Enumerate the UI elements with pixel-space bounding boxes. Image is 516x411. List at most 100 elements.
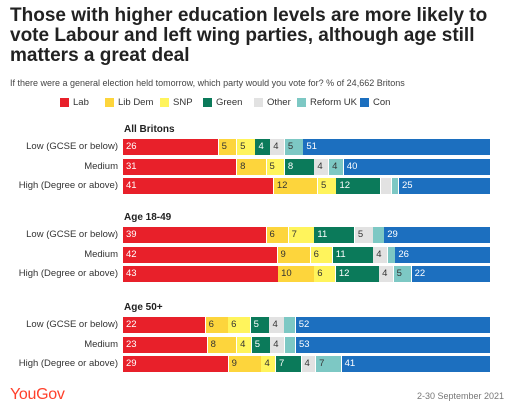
bar-segment: 6 — [310, 246, 333, 263]
row-label: Medium — [84, 248, 118, 260]
data-label: 4 — [332, 160, 338, 172]
chart-title: Those with higher education levels are m… — [10, 5, 488, 66]
bar-segment: 4 — [269, 317, 284, 333]
bar-segment: 5 — [237, 139, 255, 155]
data-label: 8 — [287, 160, 294, 172]
bar-segment: 12 — [273, 178, 318, 194]
bar-segment: 4 — [270, 336, 285, 353]
bar-segment: 29 — [123, 356, 229, 372]
bar-segment: 4 — [379, 266, 393, 282]
bar-segment: 4 — [314, 158, 329, 175]
row-label: Low (GCSE or below) — [26, 141, 118, 152]
data-label: 41 — [344, 358, 356, 369]
legend-swatch — [60, 98, 69, 107]
data-label: 42 — [126, 248, 137, 260]
row-label: High (Degree or above) — [18, 268, 118, 279]
bar-segment — [380, 178, 392, 194]
data-label: 5 — [287, 141, 294, 152]
bar-segment: 4 — [373, 246, 388, 263]
legend-swatch — [160, 98, 169, 107]
data-label: 7 — [319, 358, 325, 369]
data-label: 26 — [398, 248, 409, 260]
row-label: High (Degree or above) — [18, 180, 118, 191]
bar-segment: 26 — [123, 139, 219, 155]
bar-segment: 40 — [343, 158, 491, 175]
bar-segment: 9 — [277, 246, 311, 263]
legend-swatch — [203, 98, 212, 107]
data-label: 6 — [317, 268, 323, 279]
data-label: 6 — [313, 248, 319, 260]
bar-segment: 7 — [288, 227, 314, 243]
data-label: 25 — [402, 180, 413, 191]
bar-segment: 10 — [278, 266, 314, 282]
data-label: 5 — [269, 160, 275, 172]
data-label: 11 — [317, 229, 328, 240]
bar-segment: 12 — [335, 266, 379, 282]
data-label: 5 — [240, 141, 246, 152]
data-label: 5 — [253, 319, 259, 330]
yougov-logo: YouGov — [10, 386, 65, 403]
legend-label: Reform UK — [310, 97, 357, 108]
data-label: 5 — [221, 141, 227, 152]
bar-segment: 6 — [314, 266, 336, 282]
bar-segment: 5 — [284, 139, 303, 155]
bar-segment: 4 — [237, 336, 252, 353]
data-label: 4 — [317, 160, 323, 172]
bar-segment: 8 — [284, 158, 314, 175]
row-label: High (Degree or above) — [18, 358, 118, 369]
data-label: 29 — [387, 229, 398, 240]
bar-segment: 9 — [228, 356, 261, 372]
bar-segment: 6 — [228, 317, 251, 333]
data-label: 6 — [231, 319, 237, 330]
chart-subtitle: If there were a general election held to… — [10, 78, 405, 88]
data-label: 31 — [126, 160, 137, 172]
data-label: 29 — [126, 358, 137, 369]
data-label: 9 — [280, 248, 286, 260]
data-label: 53 — [298, 338, 310, 350]
bar-segment — [373, 227, 384, 243]
bar-segment — [284, 336, 296, 353]
bar-segment: 26 — [395, 246, 491, 263]
group-title: Age 18-49 — [124, 212, 172, 223]
bar-segment: 5 — [218, 139, 237, 155]
data-label: 7 — [279, 358, 285, 369]
data-label: 43 — [126, 268, 137, 279]
bar-segment: 7 — [276, 356, 301, 372]
data-label: 8 — [240, 160, 246, 172]
bar-segment: 5 — [393, 266, 412, 282]
data-label: 9 — [231, 358, 237, 369]
bar-segment: 5 — [318, 178, 336, 194]
data-label: 4 — [264, 358, 270, 369]
data-label: 4 — [382, 268, 388, 279]
bar-segment — [387, 246, 395, 263]
bar-segment: 11 — [332, 246, 373, 263]
bar-segment: 7 — [316, 356, 341, 372]
bar-segment: 41 — [341, 356, 491, 372]
legend-label: Lab — [73, 97, 89, 108]
data-label: 22 — [126, 319, 137, 330]
data-label: 5 — [254, 338, 261, 350]
bar-segment: 11 — [314, 227, 355, 243]
row-label: Low (GCSE or below) — [26, 319, 118, 330]
bar-segment: 25 — [399, 178, 491, 194]
data-label: 6 — [208, 319, 214, 330]
bar-segment: 6 — [266, 227, 288, 243]
bar-segment: 51 — [303, 139, 491, 155]
data-label: 40 — [346, 160, 358, 172]
bar-segment: 5 — [266, 158, 285, 175]
data-label: 8 — [210, 338, 216, 350]
bar-segment: 31 — [123, 158, 237, 175]
date-range: 2-30 September 2021 — [416, 391, 504, 401]
group-title: All Britons — [124, 124, 175, 135]
bar-segment: 5 — [250, 317, 269, 333]
data-label: 5 — [357, 229, 364, 240]
group-title: Age 50+ — [124, 302, 163, 313]
bar-segment: 22 — [123, 317, 205, 333]
data-label: 39 — [126, 229, 137, 240]
bar-segment — [391, 178, 399, 194]
data-label: 52 — [298, 319, 310, 330]
bar-segment: 52 — [295, 317, 491, 333]
bar-segment: 29 — [384, 227, 491, 243]
data-label: 4 — [273, 141, 279, 152]
legend-label: Lib Dem — [118, 97, 154, 108]
